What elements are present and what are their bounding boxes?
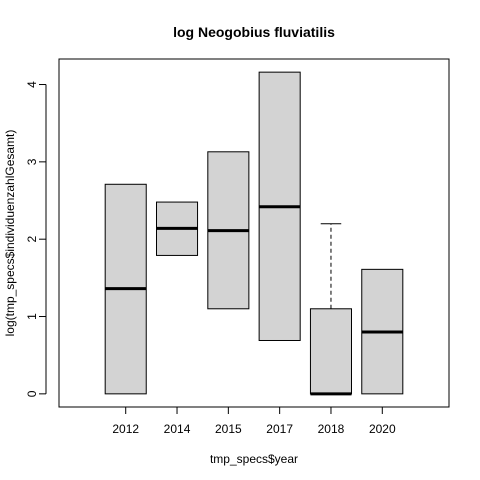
box-2020	[361, 268, 404, 395]
y-tick-label: 2	[25, 236, 39, 243]
x-tick-label: 2017	[266, 422, 293, 436]
y-axis-label: log(tmp_specs$individuenzahlGesamt)	[3, 130, 17, 337]
box-2018	[309, 223, 352, 396]
chart-title: log Neogobius fluviatilis	[173, 24, 335, 40]
box-2015	[207, 151, 250, 310]
x-tick-label: 2014	[164, 422, 191, 436]
y-tick-label: 4	[25, 81, 39, 88]
x-axis: 2012 2014 2015 2017 2018 2020	[112, 406, 396, 436]
box-2017	[258, 71, 301, 341]
y-tick-label: 1	[25, 313, 39, 320]
y-tick-label: 3	[25, 158, 39, 165]
x-tick-label: 2012	[112, 422, 139, 436]
x-tick-label: 2020	[369, 422, 396, 436]
box-2012	[104, 183, 147, 395]
y-tick-label: 0	[25, 390, 39, 397]
y-axis: 0 1 2 3 4	[25, 81, 47, 397]
box-body	[309, 308, 352, 395]
x-tick-label: 2015	[215, 422, 242, 436]
x-axis-label: tmp_specs$year	[210, 452, 298, 466]
x-tick-label: 2018	[318, 422, 345, 436]
boxes-group	[104, 71, 404, 396]
box-2014	[156, 201, 199, 256]
